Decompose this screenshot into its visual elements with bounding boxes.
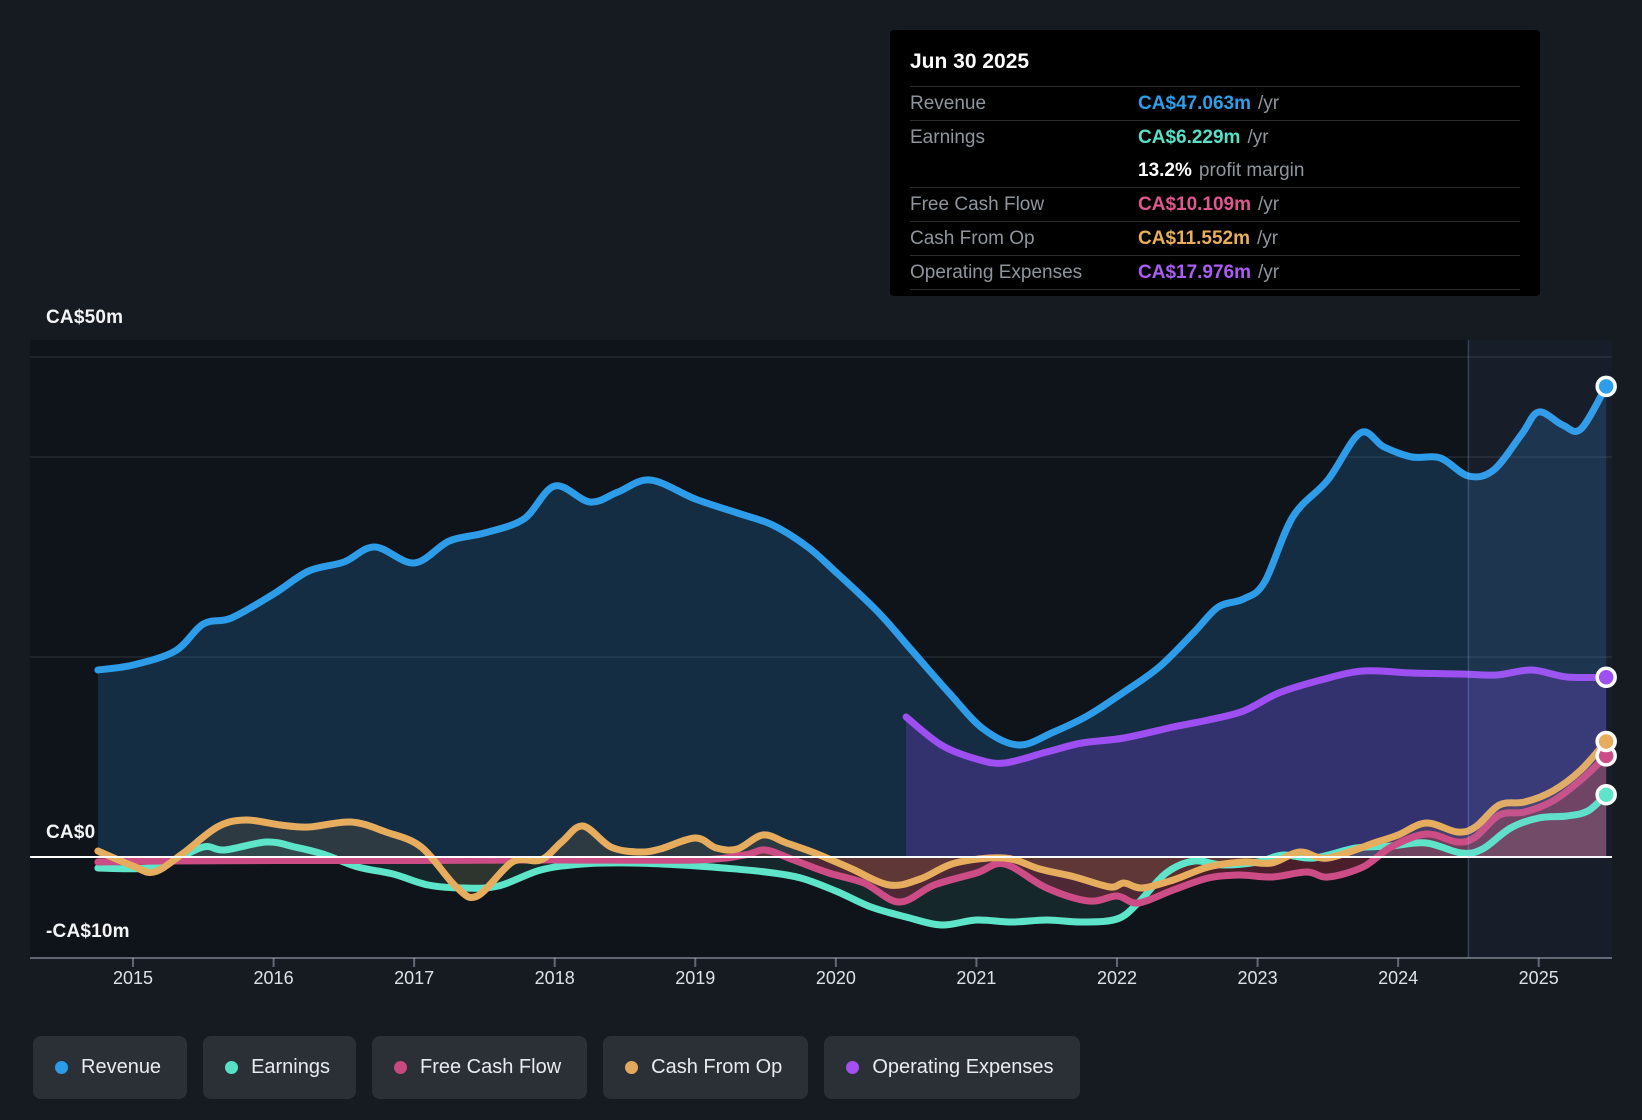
x-tick-label: 2017 [394,968,434,988]
legend-label: Cash From Op [651,1056,783,1078]
revenue-dot-icon [55,1061,68,1074]
tooltip-value: CA$6.229m [1138,126,1241,148]
legend-label: Operating Expenses [872,1056,1054,1078]
line-operating-expenses[interactable] [902,666,1610,767]
free-cash-flow-dot-icon [394,1061,407,1074]
tooltip-value: CA$11.552m [1138,227,1250,249]
tooltip-suffix: /yr [1258,92,1280,114]
tooltip-row-earnings: Earnings CA$6.229m /yr [910,121,1520,154]
tooltip-row-profit-margin: 13.2% profit margin [910,154,1520,188]
legend-label: Revenue [81,1056,162,1078]
profit-margin-text: profit margin [1198,159,1305,181]
chart-legend: Revenue Earnings Free Cash Flow Cash Fro… [33,1036,1080,1099]
area-earnings [97,794,1607,926]
tooltip-label: Revenue [910,92,987,114]
tooltip-suffix: /yr [1258,261,1280,283]
area-operating-expenses [906,669,1607,857]
endpoint-dot-operating-expenses[interactable] [1595,666,1617,688]
tooltip-suffix: /yr [1256,227,1279,249]
tooltip-value: CA$10.109m [1138,193,1252,215]
endpoint-dot-earnings[interactable] [1595,783,1617,806]
legend-item-cash-from-op[interactable]: Cash From Op [603,1036,809,1099]
cash-from-op-dot-icon [625,1061,639,1074]
tooltip-row-operating-expenses: Operating Expenses CA$17.976m /yr [910,256,1520,290]
tooltip-date: Jun 30 2025 [910,44,1520,87]
tooltip-label: Cash From Op [910,227,1035,249]
x-tick-label: 2019 [675,968,715,988]
legend-label: Earnings [251,1056,330,1078]
earnings-dot-icon [225,1061,239,1074]
tooltip-row-free-cash-flow: Free Cash Flow CA$10.109m /yr [910,188,1520,222]
x-tick-label: 2016 [254,968,294,988]
x-tick-label: 2024 [1378,968,1418,988]
x-tick-label: 2015 [113,968,153,988]
profit-margin-value: 13.2% [1138,159,1192,181]
x-tick-label: 2021 [956,968,996,988]
line-cash-from-op[interactable] [94,738,1610,901]
x-tick-label: 2018 [535,968,575,988]
tooltip-value: CA$17.976m [1138,261,1252,283]
tooltip-label: Earnings [910,126,985,148]
x-tick-label: 2025 [1519,968,1559,988]
tooltip-suffix: /yr [1258,193,1280,215]
legend-item-free-cash-flow[interactable]: Free Cash Flow [372,1036,588,1099]
operating-expenses-dot-icon [846,1061,860,1074]
tooltip-suffix: /yr [1247,126,1269,148]
tooltip-panel: Jun 30 2025 Revenue CA$47.063m /yr Earni… [890,30,1540,296]
tooltip-label: Free Cash Flow [910,193,1045,215]
line-free-cash-flow[interactable] [94,752,1610,907]
tooltip-row-cash-from-op: Cash From Op CA$11.552m /yr [910,222,1520,256]
legend-item-earnings[interactable]: Earnings [203,1036,356,1099]
legend-item-operating-expenses[interactable]: Operating Expenses [824,1036,1080,1099]
x-tick-label: 2022 [1097,968,1137,988]
endpoint-dot-cash-from-op[interactable] [1595,730,1617,753]
tooltip-value: CA$47.063m [1138,92,1252,114]
y-axis-label-50m: CA$50m [46,307,124,328]
y-axis-label-neg10m: -CA$10m [46,921,130,942]
endpoint-dot-revenue[interactable] [1595,375,1617,398]
x-tick-label: 2020 [816,968,856,988]
x-tick-label: 2023 [1238,968,1278,988]
y-axis-label-0: CA$0 [46,822,96,843]
legend-label: Free Cash Flow [420,1056,562,1078]
tooltip-label: Operating Expenses [910,261,1083,283]
tooltip-row-revenue: Revenue CA$47.063m /yr [910,87,1520,121]
line-revenue[interactable] [94,382,1610,749]
legend-item-revenue[interactable]: Revenue [33,1036,188,1099]
area-revenue [97,386,1607,857]
highlight-band [1468,340,1612,958]
